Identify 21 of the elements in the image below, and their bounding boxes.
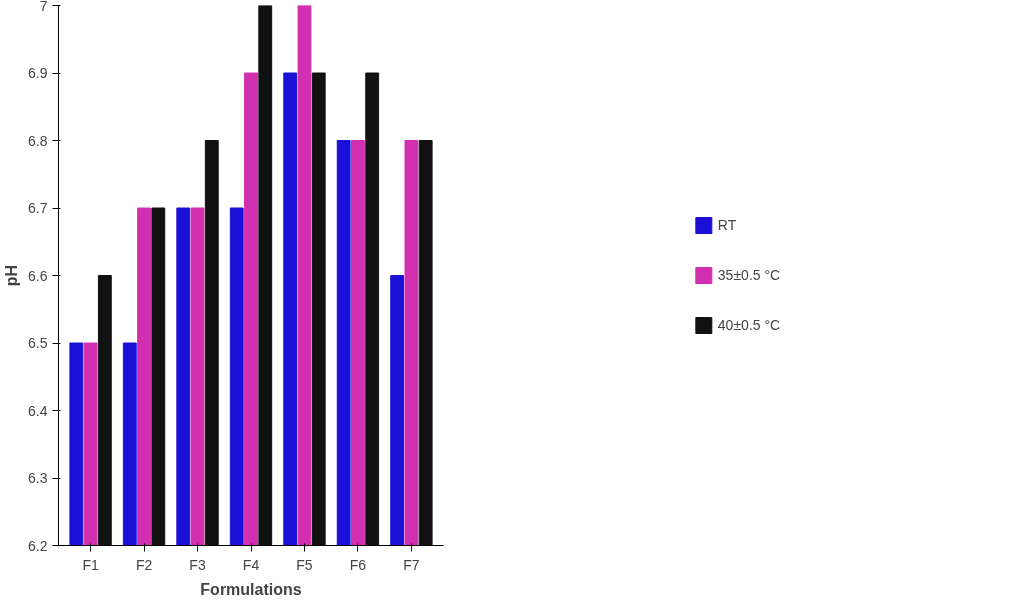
x-tick-label: F2	[135, 556, 153, 573]
x-tick-label: F5	[296, 556, 313, 573]
y-tick-label: 6.7	[28, 200, 48, 216]
legend-label: RT	[717, 217, 738, 233]
legend-label: 35±0.5 °C	[717, 267, 781, 283]
y-tick-label: 6.3	[28, 470, 48, 486]
x-tick-label: F7	[403, 556, 420, 573]
y-tick-label: 6.8	[28, 132, 48, 149]
legend-label: 40±0.5 °C	[717, 317, 781, 333]
y-tick-label: 6.5	[28, 335, 48, 351]
y-tick-label: 7	[39, 0, 48, 14]
x-axis-title: Formulations	[200, 580, 302, 598]
y-axis-title: pH	[3, 264, 21, 287]
y-tick-label: 6.9	[28, 65, 48, 81]
y-tick-label: 6.4	[28, 402, 48, 419]
y-tick-label: 6.6	[28, 267, 48, 284]
y-tick-label: 6.2	[28, 537, 48, 554]
x-tick-label: F3	[189, 556, 206, 573]
x-tick-label: F4	[242, 556, 260, 573]
x-tick-label: F6	[349, 556, 367, 573]
x-tick-label: F1	[82, 556, 99, 573]
